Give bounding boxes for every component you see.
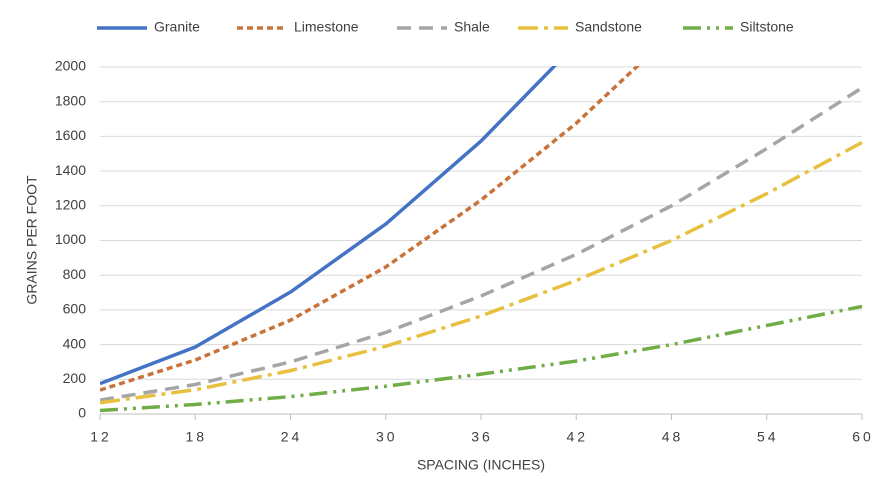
legend-label: Shale (454, 19, 490, 35)
series-line (100, 66, 557, 386)
y-tick-label: 1400 (55, 162, 86, 178)
y-tick-label: 0 (78, 405, 86, 421)
x-tick-label: 36 (471, 429, 493, 445)
legend-label: Limestone (294, 19, 359, 35)
x-axis-title: SPACING (INCHES) (417, 457, 545, 473)
series-line (100, 140, 863, 405)
plot-area (100, 66, 863, 413)
y-axis-title: GRAINS PER FOOT (24, 175, 40, 305)
y-tick-label: 800 (63, 266, 87, 282)
y-tick-label: 1600 (55, 127, 86, 143)
x-tick-label: 60 (852, 429, 874, 445)
y-tick-label: 2000 (55, 58, 86, 74)
series-line (100, 304, 863, 413)
y-tick-label: 200 (63, 370, 87, 386)
series-line (100, 66, 641, 392)
x-tick-label: 54 (757, 429, 779, 445)
y-tick-label: 1800 (55, 92, 86, 108)
x-tick-label: 30 (376, 429, 398, 445)
series-line (100, 86, 863, 402)
legend-label: Sandstone (575, 19, 642, 35)
legend-label: Granite (154, 19, 200, 35)
y-tick-label: 1200 (55, 197, 86, 213)
y-tick-label: 400 (63, 335, 87, 351)
legend-label: Siltstone (740, 19, 794, 35)
x-tick-label: 42 (566, 429, 588, 445)
y-tick-label: 600 (63, 301, 87, 317)
x-tick-label: 18 (185, 429, 207, 445)
x-tick-label: 48 (662, 429, 684, 445)
x-tick-label: 12 (90, 429, 112, 445)
x-tick-label: 24 (281, 429, 303, 445)
y-tick-label: 1000 (55, 231, 86, 247)
